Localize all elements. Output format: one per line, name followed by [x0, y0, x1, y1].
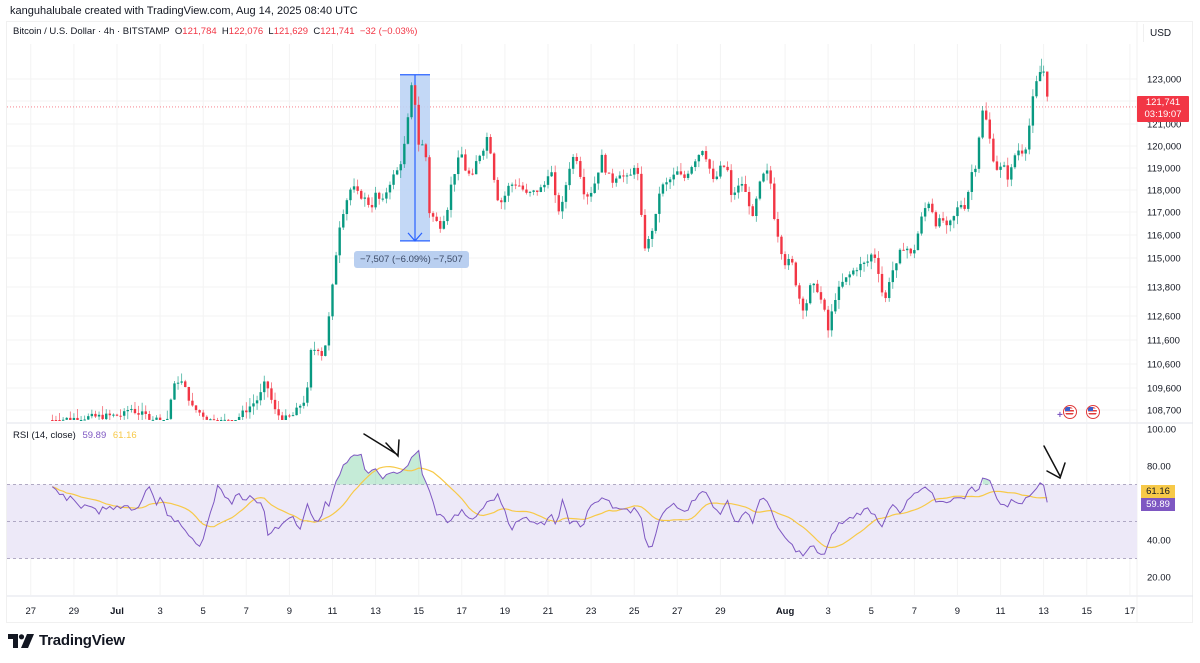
currency-button[interactable]: USD: [1143, 24, 1193, 42]
annotation-arrows: [363, 433, 1066, 480]
tradingview-logo-icon: [8, 633, 34, 648]
svg-text:Jul: Jul: [110, 606, 124, 617]
svg-text:100.00: 100.00: [1147, 425, 1176, 436]
last-price-value: 121,741: [1145, 97, 1181, 108]
svg-text:5: 5: [869, 606, 874, 617]
svg-text:9: 9: [955, 606, 960, 617]
symbol-legend: Bitcoin / U.S. Dollar · 4h · BITSTAMP O1…: [13, 26, 418, 37]
last-price-tag: 121,741 03:19:07: [1137, 96, 1189, 122]
rsi-title: RSI (14, close): [13, 430, 76, 441]
price-axis[interactable]: 123,000122,000121,000120,000119,000118,0…: [1147, 75, 1181, 417]
svg-text:120,000: 120,000: [1147, 142, 1181, 153]
svg-text:40.00: 40.00: [1147, 536, 1171, 547]
svg-text:11: 11: [328, 606, 338, 617]
svg-text:27: 27: [26, 606, 37, 617]
svg-text:121,000: 121,000: [1147, 120, 1181, 131]
svg-text:118,000: 118,000: [1147, 186, 1181, 197]
close-value: 121,741: [320, 26, 355, 37]
svg-text:111,600: 111,600: [1147, 336, 1180, 347]
svg-text:19: 19: [500, 606, 511, 617]
svg-text:115,000: 115,000: [1147, 254, 1181, 265]
rsi-value: 59.89: [82, 430, 107, 441]
svg-text:113,800: 113,800: [1147, 283, 1181, 294]
tradingview-logo-text: TradingView: [39, 632, 125, 649]
svg-text:112,600: 112,600: [1147, 312, 1181, 323]
open-value: 121,784: [182, 26, 217, 37]
us-economic-event-icon[interactable]: [1063, 405, 1077, 419]
svg-text:23: 23: [586, 606, 597, 617]
svg-text:27: 27: [672, 606, 683, 617]
svg-text:13: 13: [1038, 606, 1049, 617]
chart-frame: [6, 21, 1193, 623]
tradingview-logo[interactable]: TradingView: [8, 632, 125, 649]
bar-countdown: 03:19:07: [1144, 109, 1182, 120]
svg-text:13: 13: [370, 606, 381, 617]
svg-text:15: 15: [413, 606, 424, 617]
rsi-ma-tag: 61.16: [1141, 485, 1175, 498]
svg-text:117,000: 117,000: [1147, 208, 1181, 219]
add-event-icon[interactable]: +: [1057, 410, 1063, 421]
change-value: −32 (−0.03%): [359, 26, 418, 37]
svg-text:11: 11: [996, 606, 1006, 617]
svg-text:Aug: Aug: [776, 606, 795, 617]
rsi-value-tag: 59.89: [1141, 498, 1175, 511]
svg-text:29: 29: [69, 606, 80, 617]
svg-text:119,000: 119,000: [1147, 164, 1181, 175]
svg-text:3: 3: [826, 606, 831, 617]
svg-text:17: 17: [457, 606, 468, 617]
rsi-ma-value: 61.16: [112, 430, 137, 441]
svg-text:29: 29: [715, 606, 726, 617]
chart-attribution: kanguhalubale created with TradingView.c…: [10, 5, 358, 17]
svg-text:7: 7: [912, 606, 917, 617]
svg-text:25: 25: [629, 606, 640, 617]
svg-text:15: 15: [1081, 606, 1092, 617]
us-economic-event-icon[interactable]: [1086, 405, 1100, 419]
svg-text:17: 17: [1125, 606, 1136, 617]
measure-label: −7,507 (−6.09%) −7,507: [354, 251, 469, 268]
svg-text:20.00: 20.00: [1147, 573, 1171, 584]
svg-text:116,000: 116,000: [1147, 231, 1181, 242]
svg-text:109,600: 109,600: [1147, 384, 1181, 395]
svg-text:80.00: 80.00: [1147, 462, 1171, 473]
candlestick-series: [51, 58, 1049, 421]
high-value: 122,076: [228, 26, 264, 37]
rsi-series: [51, 449, 1048, 557]
symbol-title: Bitcoin / U.S. Dollar · 4h · BITSTAMP: [13, 26, 170, 37]
svg-text:108,700: 108,700: [1147, 406, 1181, 417]
rsi-axis[interactable]: 100.00 80.00 40.00 20.00: [1147, 425, 1176, 584]
time-axis[interactable]: 27 29 Jul 3 5 7 9 11 13 15 17 19 21 23 25 27 29 Aug 3 5 7 9 11…: [26, 606, 1136, 617]
rsi-legend: RSI (14, close) 59.89 61.16: [13, 430, 137, 441]
svg-text:110,600: 110,600: [1147, 360, 1181, 371]
svg-text:5: 5: [201, 606, 206, 617]
svg-text:123,000: 123,000: [1147, 75, 1181, 86]
svg-text:9: 9: [287, 606, 292, 617]
low-value: 121,629: [273, 26, 309, 37]
svg-text:3: 3: [157, 606, 162, 617]
svg-text:21: 21: [543, 606, 554, 617]
svg-text:7: 7: [244, 606, 249, 617]
